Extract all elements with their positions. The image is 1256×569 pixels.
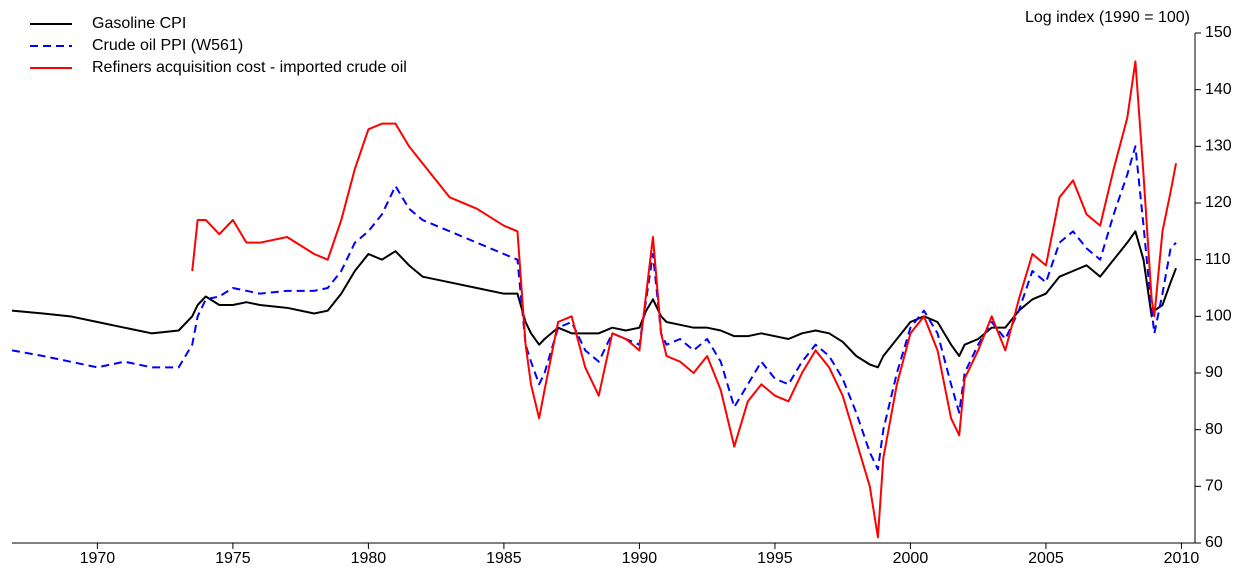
x-tick-label: 1980 [351, 550, 387, 567]
x-tick-label: 2005 [1028, 550, 1064, 567]
x-tick-label: 1995 [757, 550, 793, 567]
y-tick-label: 110 [1205, 251, 1231, 268]
x-tick-label: 2000 [893, 550, 929, 567]
x-tick-label: 2010 [1164, 550, 1200, 567]
y-tick-label: 150 [1205, 24, 1232, 41]
x-tick-label: 1985 [486, 550, 522, 567]
y-axis-label: Log index (1990 = 100) [1025, 9, 1190, 26]
legend-label: Crude oil PPI (W561) [92, 37, 243, 54]
y-tick-label: 140 [1205, 81, 1232, 98]
y-tick-label: 60 [1205, 534, 1223, 551]
y-tick-label: 100 [1205, 308, 1232, 325]
legend-label: Refiners acquisition cost - imported cru… [92, 59, 407, 76]
series-line [191, 60, 1178, 539]
series-line [11, 230, 1177, 369]
y-tick-label: 70 [1205, 478, 1223, 495]
series-line [11, 145, 1177, 471]
y-tick-label: 130 [1205, 138, 1232, 155]
y-tick-label: 120 [1205, 194, 1232, 211]
x-tick-label: 1970 [80, 550, 116, 567]
x-tick-label: 1990 [622, 550, 658, 567]
x-tick-label: 1975 [215, 550, 251, 567]
legend-label: Gasoline CPI [92, 15, 186, 32]
y-tick-label: 90 [1205, 364, 1223, 381]
y-tick-label: 80 [1205, 421, 1223, 438]
